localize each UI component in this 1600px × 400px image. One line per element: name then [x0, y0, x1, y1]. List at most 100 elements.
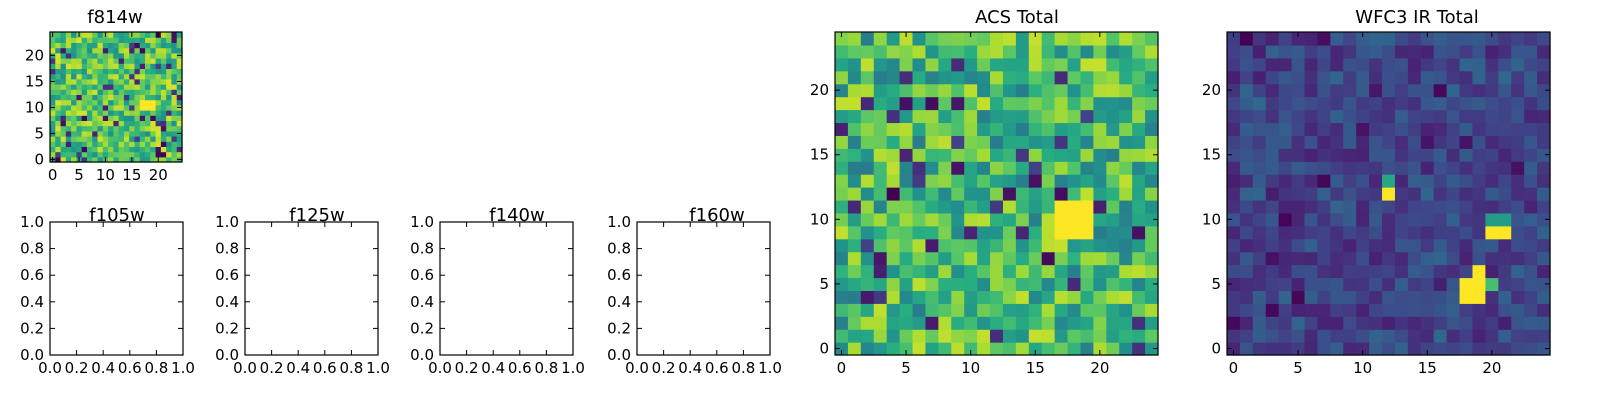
- y-tick-label: 10: [25, 98, 44, 116]
- heatmap-cell: [1511, 57, 1525, 72]
- heatmap-cell: [76, 63, 83, 69]
- heatmap-cell: [71, 141, 77, 147]
- heatmap-cell: [1485, 161, 1499, 175]
- heatmap-cell: [1356, 109, 1370, 124]
- heatmap-cell: [160, 84, 167, 90]
- heatmap-cell: [1459, 187, 1474, 201]
- heatmap-cell: [1145, 342, 1159, 356]
- x-tick-label: 0.4: [481, 359, 505, 377]
- heatmap-cell: [1472, 225, 1486, 240]
- heatmap-cell: [1239, 44, 1254, 59]
- heatmap-cell: [938, 83, 952, 98]
- heatmap-cell: [1485, 148, 1499, 162]
- heatmap-cell: [1227, 238, 1241, 253]
- heatmap-cell: [1304, 238, 1319, 253]
- heatmap-cell: [1291, 57, 1306, 72]
- heatmap-cell: [1330, 83, 1344, 98]
- heatmap-cell: [1330, 174, 1344, 188]
- heatmap-cell: [50, 120, 56, 127]
- heatmap-cell: [1002, 83, 1017, 98]
- heatmap-cell: [1304, 303, 1319, 317]
- heatmap-cell: [1498, 290, 1512, 304]
- heatmap-cell: [1524, 70, 1538, 85]
- heatmap-cell: [102, 63, 109, 69]
- heatmap-cell: [951, 122, 965, 136]
- heatmap-cell: [847, 148, 862, 162]
- heatmap-cell: [1015, 187, 1030, 201]
- heatmap-cell: [102, 42, 109, 49]
- heatmap-cell: [964, 187, 978, 201]
- heatmap-cell: [1511, 135, 1525, 149]
- heatmap-cell: [150, 42, 157, 49]
- heatmap-cell: [1067, 109, 1082, 124]
- heatmap-cell: [1239, 251, 1254, 266]
- heatmap-cell: [899, 96, 914, 111]
- heatmap-cell: [925, 225, 939, 240]
- heatmap-cell: [1394, 238, 1409, 253]
- heatmap-cell: [1041, 148, 1056, 162]
- heatmap-cell: [1524, 109, 1538, 124]
- y-tick-label: 0: [34, 150, 44, 168]
- heatmap-cell: [71, 94, 77, 101]
- heatmap-cell: [1369, 32, 1383, 46]
- heatmap-cell: [1420, 44, 1435, 59]
- heatmap-cell: [1433, 187, 1448, 201]
- heatmap-cell: [139, 42, 146, 49]
- heatmap-cell: [964, 57, 978, 72]
- heatmap-cell: [1407, 290, 1422, 304]
- heatmap-cell: [81, 37, 88, 43]
- heatmap-cell: [938, 303, 952, 317]
- heatmap-cell: [97, 115, 104, 121]
- x-tick-label: 0.8: [144, 359, 168, 377]
- heatmap-cell: [86, 136, 93, 142]
- heatmap-cell: [1330, 264, 1344, 279]
- heatmap-cell: [102, 37, 109, 43]
- heatmap-cell: [1407, 122, 1422, 136]
- heatmap-cell: [847, 264, 862, 279]
- heatmap-cell: [1067, 316, 1082, 330]
- heatmap-cell: [1002, 70, 1017, 85]
- heatmap-cell: [964, 96, 978, 111]
- heatmap-cell: [166, 47, 173, 54]
- heatmap-cell: [860, 70, 875, 85]
- heatmap-cell: [1420, 32, 1435, 46]
- heatmap-cell: [1472, 187, 1486, 201]
- heatmap-cell: [76, 84, 83, 90]
- heatmap-cell: [118, 115, 125, 121]
- heatmap-cell: [60, 156, 67, 163]
- heatmap-cell: [1132, 44, 1146, 59]
- heatmap-cell: [1041, 161, 1056, 175]
- heatmap-cell: [886, 199, 901, 214]
- heatmap-cell: [1382, 109, 1396, 124]
- heatmap-cell: [1356, 316, 1370, 330]
- heatmap-cell: [108, 42, 114, 49]
- heatmap-cell: [97, 52, 104, 59]
- heatmap-cell: [938, 199, 952, 214]
- heatmap-cell: [81, 115, 88, 121]
- heatmap-cell: [1459, 44, 1474, 59]
- heatmap-cell: [1145, 109, 1159, 124]
- heatmap-cell: [1394, 83, 1409, 98]
- heatmap-cell: [873, 187, 888, 201]
- heatmap-cell: [113, 32, 120, 38]
- heatmap-cell: [1028, 238, 1043, 253]
- heatmap-cell: [1145, 225, 1159, 240]
- heatmap-cell: [171, 89, 178, 95]
- heatmap-cell: [1472, 135, 1486, 149]
- heatmap-cell: [108, 52, 114, 59]
- heatmap-cell: [912, 316, 927, 330]
- heatmap-cell: [166, 63, 173, 69]
- heatmap-cell: [92, 63, 99, 69]
- y-tick-label: 15: [25, 72, 44, 90]
- heatmap-cell: [60, 104, 67, 111]
- heatmap-cell: [108, 120, 114, 127]
- heatmap-cell: [1054, 251, 1069, 266]
- heatmap-cell: [1330, 251, 1344, 266]
- heatmap-cell: [1343, 161, 1357, 175]
- heatmap-cell: [847, 174, 862, 188]
- heatmap-cell: [1511, 122, 1525, 136]
- heatmap-cell: [873, 199, 888, 214]
- heatmap-cell: [1106, 187, 1120, 201]
- heatmap-cell: [1511, 148, 1525, 162]
- heatmap-cell: [139, 78, 146, 85]
